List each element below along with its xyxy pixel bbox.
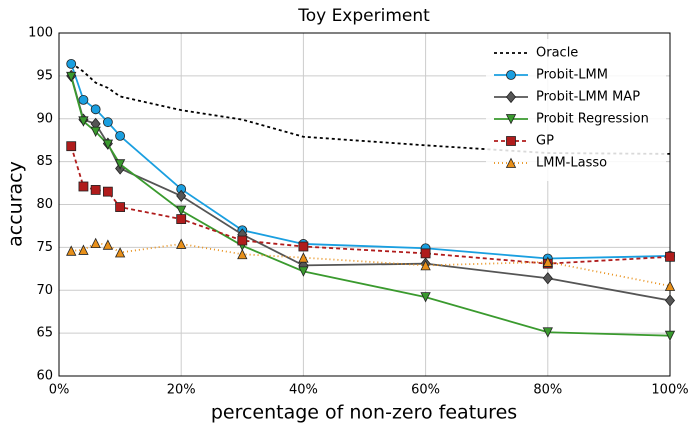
marker [66,58,77,69]
marker [176,189,187,203]
series-line [70,62,671,155]
marker [237,248,248,260]
y-tick-label: 70 [36,283,53,298]
marker [102,239,114,250]
x-tick-label: 40% [289,383,318,398]
marker [237,235,248,246]
y-axis-label: accuracy [5,161,27,247]
marker [542,256,553,267]
x-tick-label: 60% [411,383,440,398]
marker [298,241,309,252]
marker [78,181,89,192]
marker [542,272,553,285]
y-tick-label: 60 [36,369,53,384]
marker [505,90,517,104]
marker [505,114,517,125]
marker [66,245,77,256]
marker [66,71,77,83]
legend: Oracle Probit-LMM Probit-LMM MAP Probit Reg… [486,39,666,181]
legend-label: Probit-LMM [536,68,608,83]
marker [176,238,187,249]
marker [115,130,125,141]
marker [664,330,676,342]
y-tick-label: 75 [36,240,53,255]
y-tick-label: 90 [36,111,53,126]
marker [78,244,89,255]
x-tick-label: 100% [651,383,688,398]
y-tick-label: 65 [36,326,53,341]
marker [90,237,101,248]
marker [298,266,309,277]
marker [176,214,187,224]
marker [665,251,675,262]
marker [66,141,77,152]
legend-box [486,39,666,181]
x-tick-label: 20% [167,383,196,398]
chart-title: Toy Experiment [297,6,430,26]
marker [115,202,125,212]
marker [102,139,114,150]
x-tick-label: 80% [533,383,562,398]
marker [420,292,431,303]
y-tick-label: 80 [36,197,53,212]
plot-frame [58,32,671,377]
marker [78,94,89,105]
marker [78,116,89,127]
marker [420,259,431,271]
marker [298,252,309,263]
legend-label: GP [536,134,554,149]
marker [664,280,676,291]
marker [664,294,676,307]
legend-label: Oracle [536,46,578,61]
legend-label: Probit Regression [536,112,649,127]
x-axis-label: percentage of non-zero features [211,402,517,424]
legend-label: Probit-LMM MAP [536,90,640,105]
marker [542,327,553,338]
marker [506,70,516,80]
marker [420,248,431,259]
marker [102,117,113,128]
marker [90,104,101,115]
marker [102,186,113,197]
x-tick-label: 0% [49,383,70,398]
marker [114,159,126,170]
y-tick-label: 85 [36,154,53,169]
marker [506,136,516,146]
legend-label: LMM-Lasso [536,156,607,171]
marker [90,185,101,195]
marker [176,205,187,216]
marker [114,247,126,258]
marker [505,157,517,168]
y-tick-label: 100 [28,26,53,41]
marker [90,126,101,138]
y-tick-label: 95 [36,68,53,83]
